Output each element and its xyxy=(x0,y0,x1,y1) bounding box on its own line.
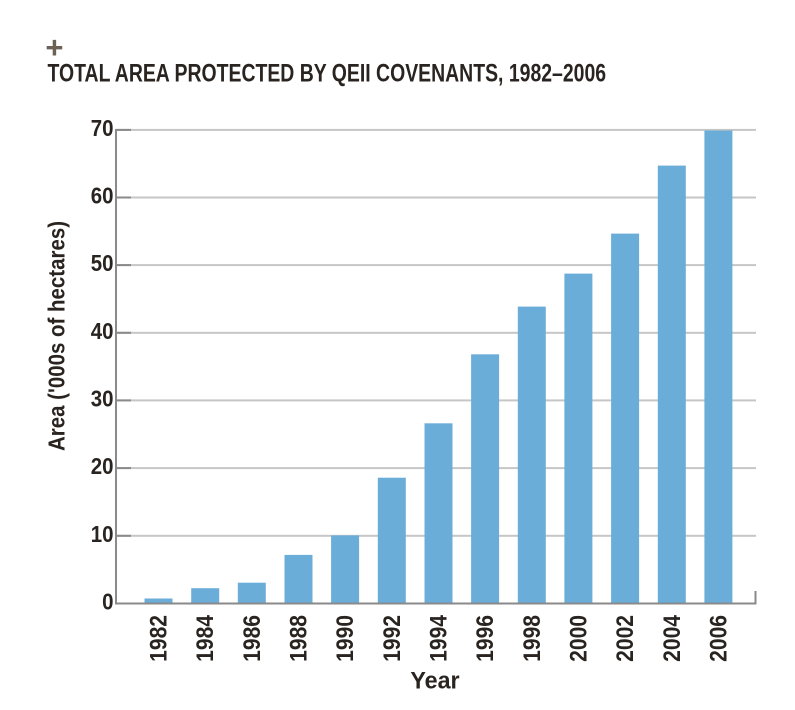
svg-text:40: 40 xyxy=(91,317,114,344)
svg-text:1988: 1988 xyxy=(284,615,312,662)
svg-text:1984: 1984 xyxy=(191,615,219,662)
svg-text:1992: 1992 xyxy=(377,615,405,662)
svg-text:30: 30 xyxy=(91,385,114,412)
svg-text:0: 0 xyxy=(102,588,113,615)
svg-text:2000: 2000 xyxy=(564,615,592,662)
svg-text:Year: Year xyxy=(410,667,459,695)
svg-text:10: 10 xyxy=(91,520,114,547)
svg-text:1994: 1994 xyxy=(424,615,452,662)
svg-text:1982: 1982 xyxy=(144,615,172,662)
svg-text:20: 20 xyxy=(91,453,114,480)
svg-text:+: + xyxy=(45,30,63,65)
svg-text:60: 60 xyxy=(91,182,114,209)
svg-text:TOTAL AREA PROTECTED BY QEII C: TOTAL AREA PROTECTED BY QEII COVENANTS, … xyxy=(48,59,607,87)
svg-text:2006: 2006 xyxy=(704,615,732,662)
svg-text:2002: 2002 xyxy=(611,615,639,662)
svg-text:1996: 1996 xyxy=(471,615,499,662)
svg-text:1986: 1986 xyxy=(237,615,265,662)
svg-text:2004: 2004 xyxy=(657,615,685,662)
svg-text:50: 50 xyxy=(91,250,114,277)
svg-text:Area ('000s of hectares): Area ('000s of hectares) xyxy=(43,221,69,451)
svg-text:70: 70 xyxy=(91,115,114,142)
svg-text:1998: 1998 xyxy=(517,615,545,662)
svg-text:1990: 1990 xyxy=(331,615,359,662)
